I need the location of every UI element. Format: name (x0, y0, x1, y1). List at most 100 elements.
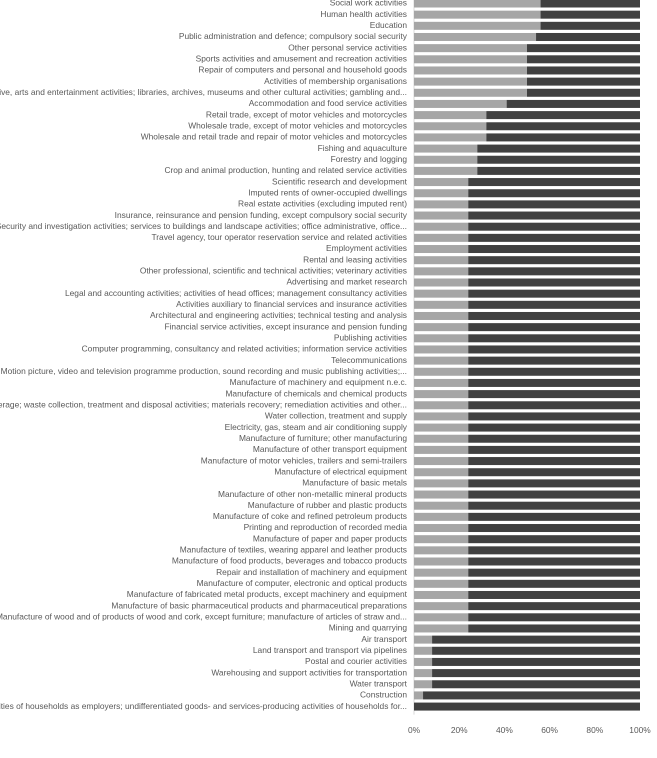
y-tick-label: Creative, arts and entertainment activit… (0, 87, 407, 97)
bar-segment (468, 289, 640, 298)
bar-segment (414, 635, 433, 644)
bar-segment (432, 657, 640, 666)
bar-segment (414, 133, 487, 142)
bar-segment (414, 501, 469, 510)
bar-segment (540, 10, 640, 19)
bar-segment (432, 669, 640, 678)
bar-segment (468, 222, 640, 231)
bar-segment (468, 200, 640, 209)
bar-segment (414, 256, 469, 265)
bar-segment (477, 144, 640, 153)
bar-segment (414, 66, 527, 75)
bar-segment (468, 401, 640, 410)
y-tick-label: Mining and quarrying (329, 623, 408, 633)
x-tick-label: 80% (586, 725, 603, 735)
bar-segment (468, 590, 640, 599)
y-tick-label: Manufacture of paper and paper products (253, 533, 407, 543)
y-tick-label: Legal and accounting activities; activit… (65, 288, 407, 298)
bar-segment (468, 211, 640, 220)
bar-segment (414, 445, 469, 454)
bar-segment (468, 178, 640, 187)
bar-segment (414, 311, 469, 320)
bar-segment (468, 412, 640, 421)
bar-segment (486, 122, 640, 131)
bar-segment (468, 378, 640, 387)
y-tick-label: Manufacture of computer, electronic and … (197, 578, 407, 588)
bar-segment (414, 111, 487, 120)
y-tick-label: Travel agency, tour operator reservation… (151, 232, 407, 242)
bar-segment (414, 144, 478, 153)
y-tick-label: Advertising and market research (286, 277, 407, 287)
bar-segment (414, 646, 433, 655)
bar-segment (468, 356, 640, 365)
y-tick-label: Scientific research and development (272, 176, 408, 186)
bar-segment (468, 457, 640, 466)
y-tick-label: Manufacture of other non-metallic minera… (218, 489, 407, 499)
bar-segment (414, 289, 469, 298)
bar-segment (414, 602, 469, 611)
bar-segment (414, 546, 469, 555)
bar-segment (468, 579, 640, 588)
bar-segment (536, 32, 640, 41)
bar-segment (468, 323, 640, 332)
y-tick-label: Manufacture of rubber and plastic produc… (248, 500, 407, 510)
y-tick-label: Activities of households as employers; u… (0, 701, 407, 711)
bar-segment (527, 88, 640, 97)
bar-segment (468, 256, 640, 265)
bar-segment (468, 423, 640, 432)
y-tick-label: Air transport (361, 634, 407, 644)
bar-segment (468, 546, 640, 555)
bar-segment (414, 512, 469, 521)
bar-segment (540, 21, 640, 30)
x-tick-label: 60% (541, 725, 558, 735)
y-tick-label: Social work activities (330, 0, 407, 8)
bar-segment (414, 323, 469, 332)
bar-segment (414, 166, 478, 175)
y-tick-label: Wholesale trade, except of motor vehicle… (188, 120, 407, 130)
y-tick-label: Real estate activities (excluding impute… (238, 199, 407, 209)
y-tick-label: Sports activities and amusement and recr… (196, 54, 407, 64)
y-tick-label: Land transport and transport via pipelin… (253, 645, 407, 655)
y-tick-label: Computer programming, consultancy and re… (82, 344, 407, 354)
y-tick-label: Manufacture of chemicals and chemical pr… (225, 388, 407, 398)
bar-segment (414, 267, 469, 276)
y-tick-label: Manufacture of motor vehicles, trailers … (201, 455, 407, 465)
bar-segment (414, 55, 527, 64)
bar-segment (414, 434, 469, 443)
bar-segment (506, 99, 640, 108)
bar-segment (414, 32, 537, 41)
bar-segment (414, 345, 469, 354)
y-tick-label: Repair and installation of machinery and… (216, 567, 408, 577)
bar-segment (414, 233, 469, 242)
y-tick-label: Sewerage; waste collection, treatment an… (0, 399, 407, 409)
bar-segment (468, 557, 640, 566)
y-tick-label: Postal and courier activities (305, 656, 407, 666)
bar-segment (527, 66, 640, 75)
bar-segment (414, 155, 478, 164)
bar-segment (414, 468, 469, 477)
bar-segment (414, 535, 469, 544)
bar-segment (468, 445, 640, 454)
bar-segment (468, 278, 640, 287)
y-tick-label: Accommodation and food service activitie… (249, 98, 407, 108)
bar-segment (414, 211, 469, 220)
y-tick-label: Financial service activities, except ins… (164, 321, 407, 331)
bar-segment (414, 222, 469, 231)
y-tick-label: Employment activities (326, 243, 407, 253)
y-tick-label: Manufacture of basic metals (302, 478, 407, 488)
bar-segment (414, 669, 433, 678)
y-tick-label: Water collection, treatment and supply (265, 411, 408, 421)
bar-segment (414, 568, 469, 577)
y-tick-label: Manufacture of coke and refined petroleu… (213, 511, 407, 521)
bar-segment (468, 434, 640, 443)
y-tick-label: Manufacture of food products, beverages … (172, 556, 407, 566)
bar-segment (468, 267, 640, 276)
y-tick-label: Fishing and aquaculture (318, 143, 408, 153)
y-tick-label: Architectural and engineering activities… (150, 310, 407, 320)
bar-segment (414, 44, 527, 53)
y-tick-label: Human health activities (320, 9, 407, 19)
y-tick-label: Other professional, scientific and techn… (140, 266, 407, 276)
bar-segment (486, 133, 640, 142)
y-tick-label: Manufacture of other transport equipment (253, 444, 408, 454)
